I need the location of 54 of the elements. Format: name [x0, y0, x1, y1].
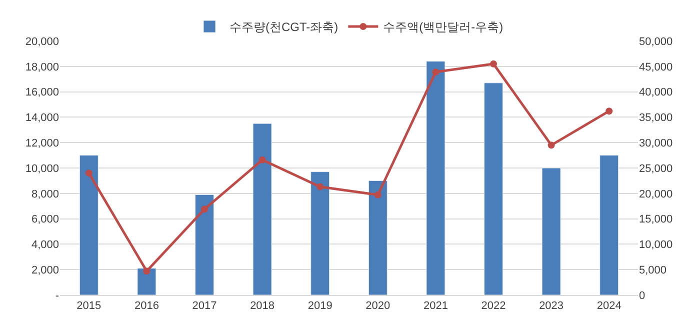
bar	[600, 155, 619, 295]
bar	[310, 172, 330, 295]
y-tick-label: 12,000	[25, 137, 59, 150]
bar	[542, 168, 561, 295]
point	[85, 170, 92, 177]
y2-tick-label: 15,000	[639, 214, 673, 226]
point	[258, 156, 266, 164]
y2-tick-label: 35,000	[639, 112, 673, 124]
bar	[195, 194, 214, 295]
y2-tick-label: 25,000	[639, 162, 673, 175]
bar	[368, 180, 388, 295]
y-tick-label: 18,000	[25, 61, 59, 74]
point	[548, 142, 555, 149]
y2-tick-label: 5,000	[639, 264, 667, 276]
point	[374, 191, 382, 198]
x-tick-label: 2016	[134, 300, 159, 312]
bar	[137, 268, 156, 295]
x-tick-label: 2020	[366, 300, 390, 312]
x-tick-label: 2022	[481, 300, 506, 312]
legend-label: 수주량(천CGT-좌축)	[230, 20, 338, 34]
point	[316, 183, 324, 190]
y-tick-label: 16,000	[25, 86, 59, 99]
y-tick-label: 10,000	[25, 162, 59, 175]
y-tick-label: 4,000	[31, 239, 59, 252]
point	[606, 108, 613, 115]
bar	[79, 155, 98, 295]
point	[490, 60, 497, 68]
y2-tick-label: 20,000	[639, 188, 673, 200]
x-tick-label: 2015	[76, 300, 102, 312]
y-tick-label: 14,000	[25, 112, 59, 124]
point	[143, 268, 150, 275]
bar	[484, 82, 503, 295]
x-tick-label: 2024	[596, 300, 622, 312]
x-tick-label: 2023	[539, 300, 564, 312]
y2-tick-label: 10,000	[639, 239, 673, 252]
bar	[252, 123, 272, 295]
y-tick-label: -	[55, 290, 60, 302]
bar	[426, 61, 446, 295]
y-tick-label: 20,000	[25, 36, 59, 48]
y-tick-label: 2,000	[31, 264, 59, 276]
y-tick-label: 6,000	[31, 214, 59, 226]
y2-tick-label: 30,000	[639, 137, 673, 150]
x-tick-label: 2019	[308, 300, 332, 312]
x-tick-label: 2017	[192, 300, 217, 312]
x-tick-label: 2021	[423, 300, 448, 312]
y2-tick-label: 50,000	[639, 36, 673, 48]
y2-tick-label: 45,000	[639, 61, 673, 74]
x-tick-label: 2018	[250, 300, 275, 312]
point	[201, 206, 208, 213]
point	[432, 68, 440, 76]
legend-label: 수주액(백만달러-우축)	[383, 20, 504, 34]
y2-tick-label: 0	[639, 290, 646, 302]
y2-tick-label: 40,000	[639, 86, 673, 99]
y-tick-label: 8,000	[31, 188, 59, 200]
